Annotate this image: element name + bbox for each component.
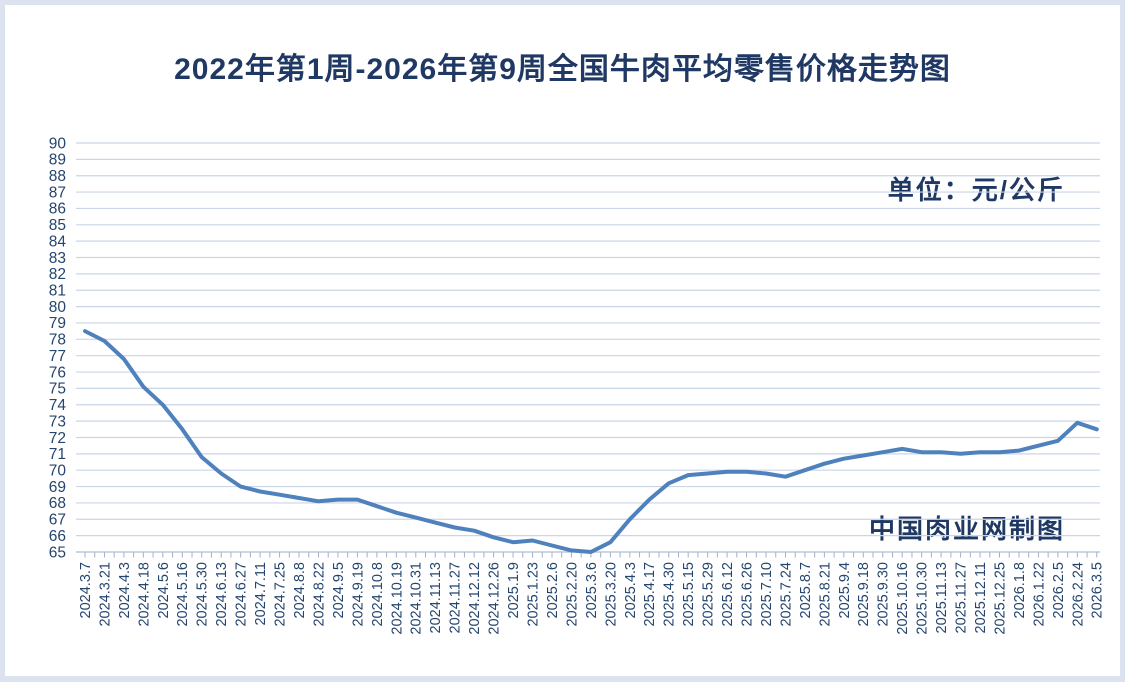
x-axis-label: 2025.7.24 [778, 562, 794, 627]
x-axis-label: 2025.6.12 [720, 562, 736, 627]
y-axis-label: 77 [49, 348, 66, 365]
x-axis-label: 2025.2.20 [564, 562, 580, 627]
x-axis-label: 2026.2.5 [1051, 562, 1067, 618]
x-axis-label: 2025.11.13 [934, 562, 950, 634]
x-axis-label: 2025.3.20 [603, 562, 619, 627]
chart-title: 2022年第1周-2026年第9周全国牛肉平均零售价格走势图 [174, 53, 951, 86]
x-axis-label: 2024.4.18 [136, 562, 152, 627]
x-axis-label: 2024.11.27 [448, 562, 464, 634]
y-axis-label: 85 [49, 217, 66, 234]
x-axis-label: 2025.10.30 [915, 562, 931, 635]
x-axis-label: 2025.4.30 [662, 562, 678, 627]
x-axis-label: 2024.11.13 [428, 562, 444, 634]
x-axis-label: 2025.7.10 [759, 562, 775, 627]
x-axis-label: 2024.3.7 [78, 562, 94, 618]
y-axis-label: 90 [49, 135, 67, 152]
price-line [83, 329, 1099, 554]
y-axis-label: 82 [49, 266, 66, 283]
x-axis-label: 2025.9.18 [856, 562, 872, 627]
x-axis-label: 2025.4.17 [642, 562, 658, 627]
x-axis-label: 2025.8.21 [817, 562, 833, 627]
x-axis-label: 2024.5.30 [195, 562, 211, 627]
x-axis-label: 2025.12.11 [973, 562, 989, 634]
y-axis-label: 70 [49, 462, 67, 479]
y-axis-label: 84 [49, 233, 67, 250]
x-axis-label: 2024.5.16 [175, 562, 191, 627]
x-axis-label: 2025.5.15 [681, 562, 697, 627]
y-axis-label: 78 [49, 332, 66, 349]
x-axis-label: 2024.6.13 [214, 562, 230, 627]
y-axis-label: 74 [49, 397, 67, 414]
y-axis-label: 87 [49, 184, 66, 201]
x-axis-label: 2025.1.9 [506, 562, 522, 618]
x-axis-label: 2024.8.22 [311, 562, 327, 627]
x-axis-label: 2024.8.8 [292, 562, 308, 618]
x-axis-label: 2026.3.5 [1090, 562, 1106, 618]
y-axis-label: 69 [49, 479, 66, 496]
x-axis-label: 2025.9.4 [837, 562, 853, 618]
x-axis-label: 2025.5.29 [701, 562, 717, 627]
y-axis-label: 72 [49, 430, 66, 447]
x-axis-label: 2024.10.31 [409, 562, 425, 635]
y-axis-label: 71 [49, 446, 66, 463]
x-axis-label: 2024.10.8 [370, 562, 386, 627]
x-axis-label: 2025.6.26 [739, 562, 755, 627]
y-axis-label: 75 [49, 381, 66, 398]
chart-card [5, 5, 1120, 676]
x-axis-label: 2024.7.25 [273, 562, 289, 627]
x-axis-label: 2024.5.6 [156, 562, 172, 618]
y-axis-label: 67 [49, 512, 66, 529]
x-axis-label: 2024.3.21 [97, 562, 113, 627]
x-axis-label: 2024.12.12 [467, 562, 483, 635]
x-axis-label: 2024.12.26 [487, 562, 503, 635]
x-axis-label: 2025.2.6 [545, 562, 561, 618]
x-axis-label: 2025.10.16 [895, 562, 911, 635]
x-axis-label: 2024.6.27 [234, 562, 250, 627]
y-axis-label: 73 [49, 413, 66, 430]
x-axis-label: 2024.9.19 [350, 562, 366, 627]
x-axis-label: 2025.8.7 [798, 562, 814, 618]
y-axis-label: 66 [49, 528, 66, 545]
x-axis-label: 2026.2.24 [1070, 562, 1086, 627]
y-axis-label: 86 [49, 201, 66, 218]
x-axis-label: 2025.9.30 [876, 562, 892, 627]
y-axis-label: 76 [49, 364, 66, 381]
y-axis-label: 80 [49, 299, 67, 316]
y-axis-label: 88 [49, 168, 66, 185]
x-axis-label: 2024.10.19 [389, 562, 405, 635]
x-axis-label: 2026.1.22 [1031, 562, 1047, 627]
x-axis-label: 2025.12.25 [992, 562, 1008, 635]
unit-label: 单位：元/公斤 [887, 175, 1065, 205]
x-axis-label: 2025.3.6 [584, 562, 600, 618]
x-axis-label: 2024.7.11 [253, 562, 269, 625]
y-axis-label: 89 [49, 152, 66, 169]
y-axis-label: 65 [49, 544, 66, 561]
x-axis-label: 2025.4.3 [623, 562, 639, 618]
x-axis-label: 2024.4.3 [117, 562, 133, 618]
y-axis-label: 83 [49, 250, 66, 267]
x-axis-label: 2025.1.23 [525, 562, 541, 627]
x-axis-label: 2024.9.5 [331, 562, 347, 618]
x-axis-label: 2026.1.8 [1012, 562, 1028, 618]
y-axis-label: 81 [49, 283, 66, 300]
x-axis-label: 2025.11.27 [954, 562, 970, 634]
y-axis-label: 68 [49, 495, 66, 512]
y-axis-label: 79 [49, 315, 66, 332]
